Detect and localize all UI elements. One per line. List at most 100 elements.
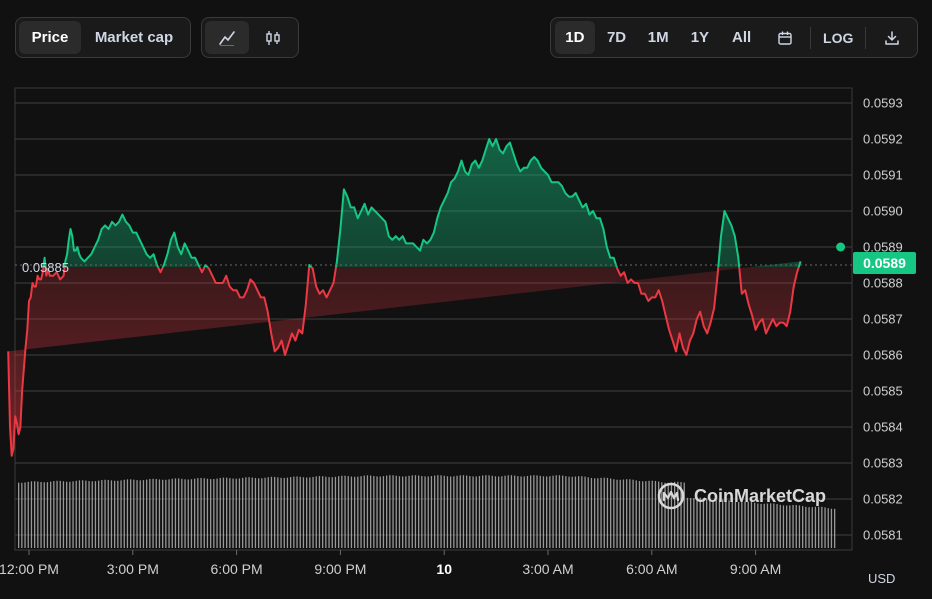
volume-bar	[792, 505, 794, 548]
range-1y-button[interactable]: 1Y	[690, 29, 710, 46]
volume-bar	[757, 503, 759, 548]
volume-bar	[318, 476, 321, 548]
volume-bar	[85, 480, 87, 548]
volume-bar	[478, 476, 481, 548]
volume-bar	[619, 479, 621, 548]
volume-bar	[642, 481, 644, 548]
volume-bar	[283, 477, 285, 548]
volume-bar	[782, 505, 785, 548]
volume-bar	[558, 475, 561, 548]
volume-bar	[763, 503, 765, 548]
volume-bar	[315, 476, 317, 548]
calendar-icon	[778, 31, 792, 45]
y-tick-label: 0.0584	[863, 420, 903, 435]
volume-bar	[712, 499, 714, 548]
download-button[interactable]	[870, 21, 913, 54]
volume-bar	[50, 481, 52, 548]
volume-bar	[683, 482, 685, 548]
volume-bar	[581, 476, 583, 548]
range-1d-button[interactable]: 1D	[555, 21, 595, 54]
line-chart-icon	[219, 30, 235, 46]
volume-bar	[226, 477, 228, 548]
volume-bar	[504, 475, 506, 548]
volume-bar	[520, 476, 522, 548]
volume-bar	[542, 476, 545, 548]
volume-bar	[645, 481, 647, 548]
volume-bar	[203, 478, 205, 548]
y-tick-label: 0.0586	[863, 348, 903, 363]
price-tab[interactable]: Price	[19, 21, 81, 54]
volume-bar	[120, 480, 122, 548]
area-above-open	[43, 139, 801, 267]
date-picker-button[interactable]	[763, 21, 806, 54]
volume-bar	[306, 477, 308, 548]
volume-bar	[206, 478, 209, 548]
volume-bar	[427, 476, 429, 548]
volume-bar	[616, 479, 618, 548]
volume-bar	[443, 475, 445, 548]
watermark: CoinMarketCap	[656, 481, 826, 511]
log-scale-button[interactable]: LOG	[823, 29, 854, 46]
volume-bar	[27, 481, 29, 548]
y-tick-label: 0.0587	[863, 312, 903, 327]
volume-bar	[622, 479, 625, 548]
volume-bar	[722, 499, 724, 548]
volume-bar	[258, 478, 260, 548]
volume-bar	[638, 481, 641, 548]
volume-bar	[776, 504, 778, 548]
volume-bar	[811, 507, 813, 548]
volume-bar	[94, 481, 97, 548]
volume-bar	[347, 476, 349, 548]
volume-bar	[338, 476, 340, 548]
volume-bar	[651, 480, 653, 548]
volume-bar	[706, 498, 708, 548]
volume-bar	[411, 475, 413, 548]
line-chart-button[interactable]	[205, 21, 249, 54]
x-axis: 12:00 PM 3:00 PM 6:00 PM 9:00 PM 10 3:00 AM 6:…	[0, 550, 781, 577]
volume-bar	[274, 476, 276, 548]
volume-bar	[24, 482, 26, 548]
volume-bar	[280, 477, 282, 548]
volume-bar	[485, 475, 487, 548]
volume-bar	[325, 476, 327, 548]
volume-bar	[658, 481, 660, 548]
volume-bar	[814, 506, 817, 548]
volume-bar	[88, 481, 90, 548]
volume-bar	[779, 504, 781, 548]
area-below-open	[8, 267, 799, 456]
volume-bar	[62, 481, 65, 548]
range-1m-button[interactable]: 1M	[647, 29, 669, 46]
volume-bar	[290, 477, 292, 548]
volume-bar	[453, 476, 455, 548]
volume-bar	[635, 480, 637, 548]
volume-bar	[523, 476, 525, 548]
volume-bar	[254, 477, 257, 548]
volume-bar	[770, 503, 772, 548]
volume-bar	[245, 477, 247, 548]
metric-toggle: Price Market cap	[15, 17, 191, 58]
volume-bar	[686, 497, 689, 548]
volume-bar	[114, 480, 116, 548]
market-cap-tab[interactable]: Market cap	[94, 29, 174, 46]
volume-bar	[162, 479, 164, 548]
volume-bar	[533, 475, 535, 548]
volume-bar	[430, 476, 433, 548]
volume-bar	[789, 505, 791, 548]
volume-bar	[450, 476, 452, 548]
volume-bar	[331, 477, 333, 548]
range-7d-button[interactable]: 7D	[606, 29, 627, 46]
coinmarketcap-logo-icon	[657, 482, 685, 510]
volume-bar	[494, 476, 497, 548]
range-all-button[interactable]: All	[732, 29, 752, 46]
volume-bar	[773, 503, 775, 548]
volume-bar	[248, 477, 250, 548]
volume-bar	[373, 475, 375, 548]
volume-bar	[600, 477, 602, 548]
x-tick-label: 6:00 PM	[211, 561, 263, 577]
volume-bar	[251, 477, 253, 548]
volume-bar	[21, 482, 23, 548]
volume-bar	[379, 476, 381, 548]
download-icon	[884, 30, 899, 45]
candlestick-chart-button[interactable]	[251, 21, 295, 54]
